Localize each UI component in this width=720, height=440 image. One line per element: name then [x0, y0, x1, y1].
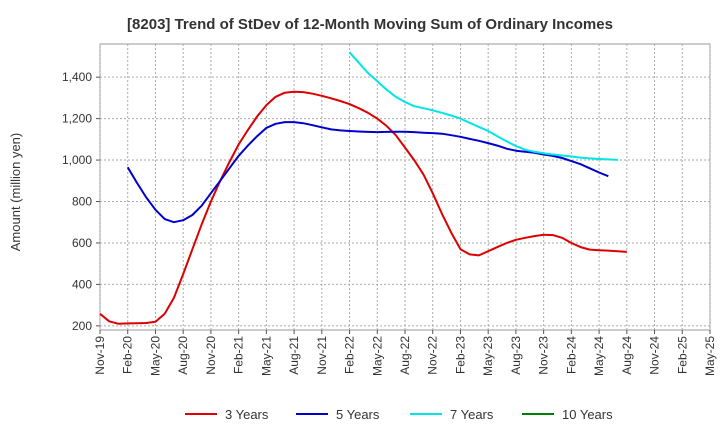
y-tick-label: 400	[72, 277, 92, 291]
x-tick-label: May-23	[481, 336, 495, 376]
x-tick-label: Aug-22	[398, 336, 412, 375]
x-tick-label: Nov-19	[93, 336, 107, 375]
series-line-5-years	[126, 121, 609, 224]
x-tick-label: Nov-24	[648, 336, 662, 375]
x-tick-label: Feb-23	[453, 336, 467, 374]
x-tick-label: Aug-23	[509, 336, 523, 375]
x-tick-label: May-24	[592, 336, 606, 376]
legend-label: 10 Years	[562, 407, 613, 422]
x-tick-label: Feb-22	[343, 336, 357, 374]
series-line-7-years	[348, 51, 618, 161]
y-tick-label: 1,000	[62, 153, 92, 167]
x-axis-ticks: Nov-19 Feb-20 May-20 Aug-20 Nov-20 Feb-21 May-…	[93, 330, 717, 376]
chart-title: [8203] Trend of StDev of 12-Month Moving…	[127, 16, 613, 33]
legend-label: 5 Years	[336, 407, 380, 422]
x-tick-label: Feb-24	[564, 336, 578, 374]
y-axis-ticks: 200 400 600 800 1,000 1,200 1,400	[62, 70, 100, 333]
gridlines	[99, 44, 711, 330]
x-tick-label: Aug-21	[287, 336, 301, 375]
x-tick-label: Nov-23	[537, 336, 551, 375]
x-tick-label: May-22	[370, 336, 384, 376]
y-axis-label: Amount (million yen)	[8, 133, 23, 252]
plot-area	[99, 43, 711, 331]
plot-frame	[99, 43, 711, 331]
x-tick-label: Aug-20	[176, 336, 190, 375]
y-tick-label: 800	[72, 195, 92, 209]
legend-label: 3 Years	[225, 407, 269, 422]
y-tick-label: 1,400	[62, 70, 92, 84]
x-tick-label: Nov-20	[204, 336, 218, 375]
series-lines	[99, 51, 627, 325]
y-tick-label: 600	[72, 236, 92, 250]
x-tick-label: Feb-21	[232, 336, 246, 374]
x-tick-label: Feb-25	[675, 336, 689, 374]
legend: 3 Years 5 Years 7 Years 10 Years	[185, 407, 613, 422]
x-tick-label: May-20	[148, 336, 162, 376]
x-tick-label: Nov-21	[315, 336, 329, 375]
series-line-3-years	[99, 90, 627, 325]
x-tick-label: Feb-20	[121, 336, 135, 374]
x-tick-label: Aug-24	[620, 336, 634, 375]
legend-label: 7 Years	[450, 407, 494, 422]
x-tick-label: May-25	[703, 336, 717, 376]
y-tick-label: 1,200	[62, 112, 92, 126]
x-tick-label: May-21	[259, 336, 273, 376]
x-tick-label: Nov-22	[426, 336, 440, 375]
y-tick-label: 200	[72, 319, 92, 333]
